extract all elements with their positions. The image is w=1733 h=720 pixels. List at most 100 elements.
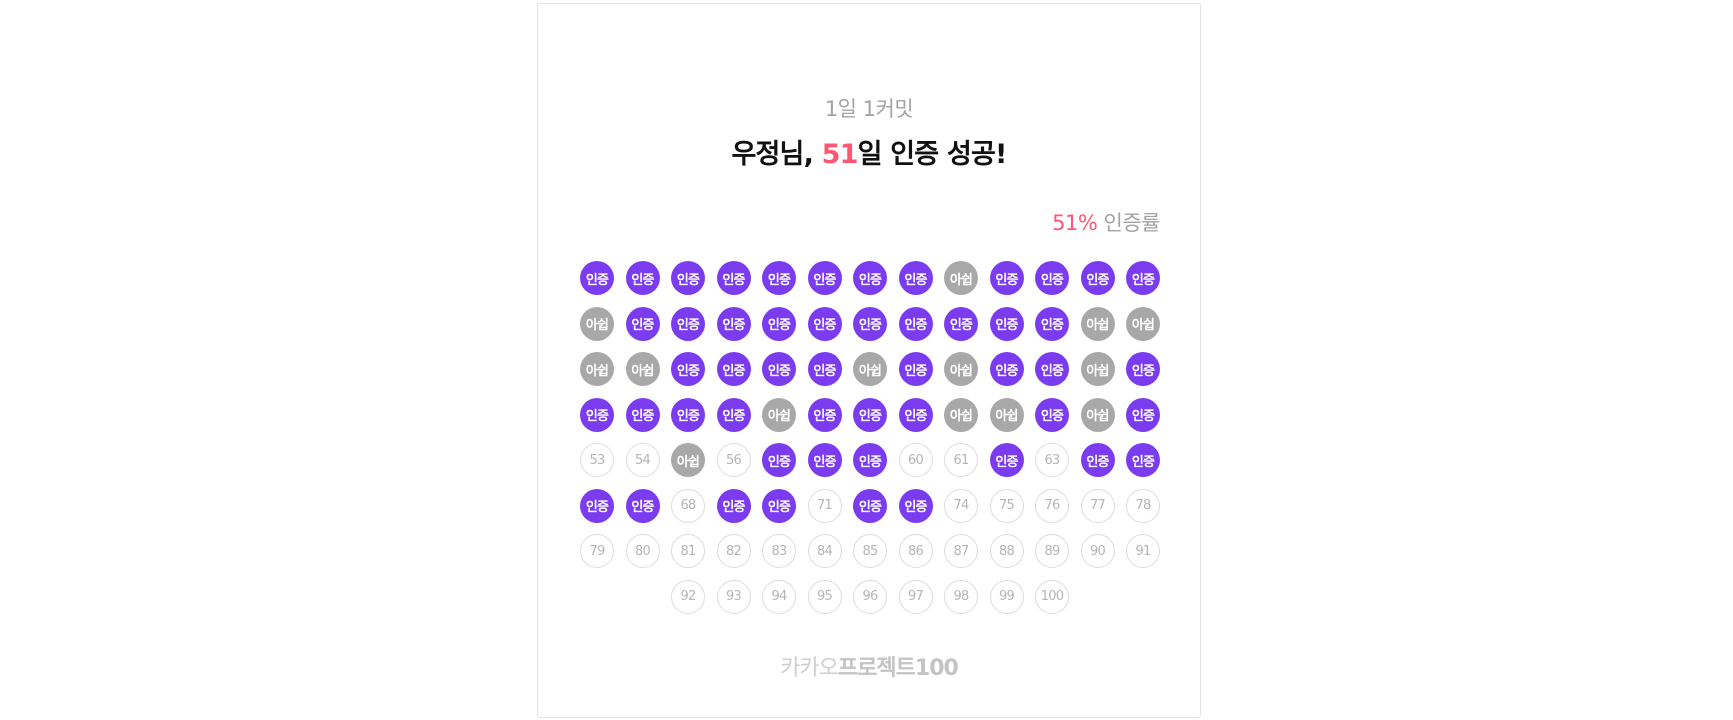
day-96-empty: 96 (853, 579, 887, 614)
day-8-certified: 인증 (898, 261, 933, 295)
day-40-certified: 인증 (580, 397, 614, 432)
day-grid: 인증 인증 인증 인증 인증 인증 인증 인증 아쉽 인증 인증 인증 인증 아쉽 인증 인증 인증 인증 인증 인증… (538, 4, 1200, 717)
day-3-certified: 인증 (671, 261, 705, 295)
day-58-certified: 인증 (807, 443, 842, 477)
brand-light: 카카오 (780, 656, 839, 681)
day-74-empty: 74 (944, 488, 978, 523)
certification-rate: 51% 인증률 (1052, 207, 1160, 237)
day-9-rest: 아쉽 (944, 261, 978, 295)
day-100-empty: 100 (1035, 579, 1069, 614)
day-42-certified: 인증 (671, 397, 705, 432)
day-35-rest: 아쉽 (944, 352, 978, 386)
result-card: 1일 1커밋 우정님, 51일 인증 성공! 51% 인증률 인증 인증 인증 인증 인… (537, 3, 1201, 718)
day-68-empty: 68 (671, 488, 705, 523)
day-55-rest: 아쉽 (671, 443, 705, 477)
day-89-empty: 89 (1035, 534, 1069, 568)
day-11-certified: 인증 (1035, 261, 1069, 295)
day-93-empty: 93 (716, 579, 751, 614)
day-27-rest: 아쉽 (580, 352, 614, 386)
day-97-empty: 97 (898, 579, 933, 614)
day-79-empty: 79 (580, 534, 614, 568)
day-77-empty: 77 (1080, 488, 1115, 523)
day-48-rest: 아쉽 (944, 397, 978, 432)
day-33-rest: 아쉽 (853, 352, 887, 386)
day-15-certified: 인증 (625, 306, 660, 341)
day-37-certified: 인증 (1035, 352, 1069, 386)
day-52-certified: 인증 (1126, 397, 1160, 432)
project-subtitle: 1일 1커밋 (824, 97, 914, 121)
day-16-certified: 인증 (671, 306, 705, 341)
rate-percent: 51% (1052, 211, 1098, 235)
day-53-empty: 53 (580, 443, 614, 477)
day-28-rest: 아쉽 (625, 352, 660, 386)
day-51-rest: 아쉽 (1080, 397, 1115, 432)
day-22-certified: 인증 (944, 306, 978, 341)
day-86-empty: 86 (898, 534, 933, 568)
day-5-certified: 인증 (762, 261, 796, 295)
day-70-certified: 인증 (762, 488, 796, 523)
day-91-empty: 91 (1126, 534, 1160, 568)
day-4-certified: 인증 (716, 261, 751, 295)
day-39-certified: 인증 (1126, 352, 1160, 386)
day-54-empty: 54 (625, 443, 660, 477)
day-18-certified: 인증 (762, 306, 796, 341)
page-title: 우정님, 51일 인증 성공! (538, 132, 1200, 171)
day-63-empty: 63 (1035, 443, 1069, 477)
day-10-certified: 인증 (989, 261, 1024, 295)
day-87-empty: 87 (944, 534, 978, 568)
day-44-rest: 아쉽 (762, 397, 796, 432)
day-21-certified: 인증 (898, 306, 933, 341)
day-64-certified: 인증 (1080, 443, 1115, 477)
day-6-certified: 인증 (807, 261, 842, 295)
day-69-certified: 인증 (716, 488, 751, 523)
day-90-empty: 90 (1080, 534, 1115, 568)
day-99-empty: 99 (989, 579, 1024, 614)
day-60-empty: 60 (898, 443, 933, 477)
day-23-certified: 인증 (989, 306, 1024, 341)
day-32-certified: 인증 (807, 352, 842, 386)
day-36-certified: 인증 (989, 352, 1024, 386)
day-65-certified: 인증 (1126, 443, 1160, 477)
day-47-certified: 인증 (898, 397, 933, 432)
day-17-certified: 인증 (716, 306, 751, 341)
day-46-certified: 인증 (853, 397, 887, 432)
day-71-empty: 71 (807, 488, 842, 523)
day-12-certified: 인증 (1080, 261, 1115, 295)
day-50-certified: 인증 (1035, 397, 1069, 432)
day-20-certified: 인증 (853, 306, 887, 341)
day-26-rest: 아쉽 (1126, 306, 1160, 341)
day-49-rest: 아쉽 (989, 397, 1024, 432)
brand-logo: 카카오프로젝트100 (538, 650, 1200, 682)
day-75-empty: 75 (989, 488, 1024, 523)
day-1-certified: 인증 (580, 261, 614, 295)
day-82-empty: 82 (716, 534, 751, 568)
day-19-certified: 인증 (807, 306, 842, 341)
day-80-empty: 80 (625, 534, 660, 568)
day-43-certified: 인증 (716, 397, 751, 432)
title-suffix: 일 인증 성공! (857, 139, 1008, 170)
day-92-empty: 92 (671, 579, 705, 614)
day-34-certified: 인증 (898, 352, 933, 386)
day-73-certified: 인증 (898, 488, 933, 523)
brand-bold: 프로젝트100 (837, 656, 959, 681)
day-95-empty: 95 (807, 579, 842, 614)
day-31-certified: 인증 (762, 352, 796, 386)
day-30-certified: 인증 (716, 352, 751, 386)
day-85-empty: 85 (853, 534, 887, 568)
day-7-certified: 인증 (853, 261, 887, 295)
day-59-certified: 인증 (853, 443, 887, 477)
day-13-certified: 인증 (1126, 261, 1160, 295)
day-94-empty: 94 (762, 579, 796, 614)
day-84-empty: 84 (807, 534, 842, 568)
day-24-certified: 인증 (1035, 306, 1069, 341)
day-25-rest: 아쉽 (1080, 306, 1115, 341)
day-14-rest: 아쉽 (580, 306, 614, 341)
day-29-certified: 인증 (671, 352, 705, 386)
day-2-certified: 인증 (625, 261, 660, 295)
day-61-empty: 61 (944, 443, 978, 477)
day-81-empty: 81 (671, 534, 705, 568)
day-83-empty: 83 (762, 534, 796, 568)
day-88-empty: 88 (989, 534, 1024, 568)
day-62-certified: 인증 (989, 443, 1024, 477)
day-57-certified: 인증 (762, 443, 796, 477)
